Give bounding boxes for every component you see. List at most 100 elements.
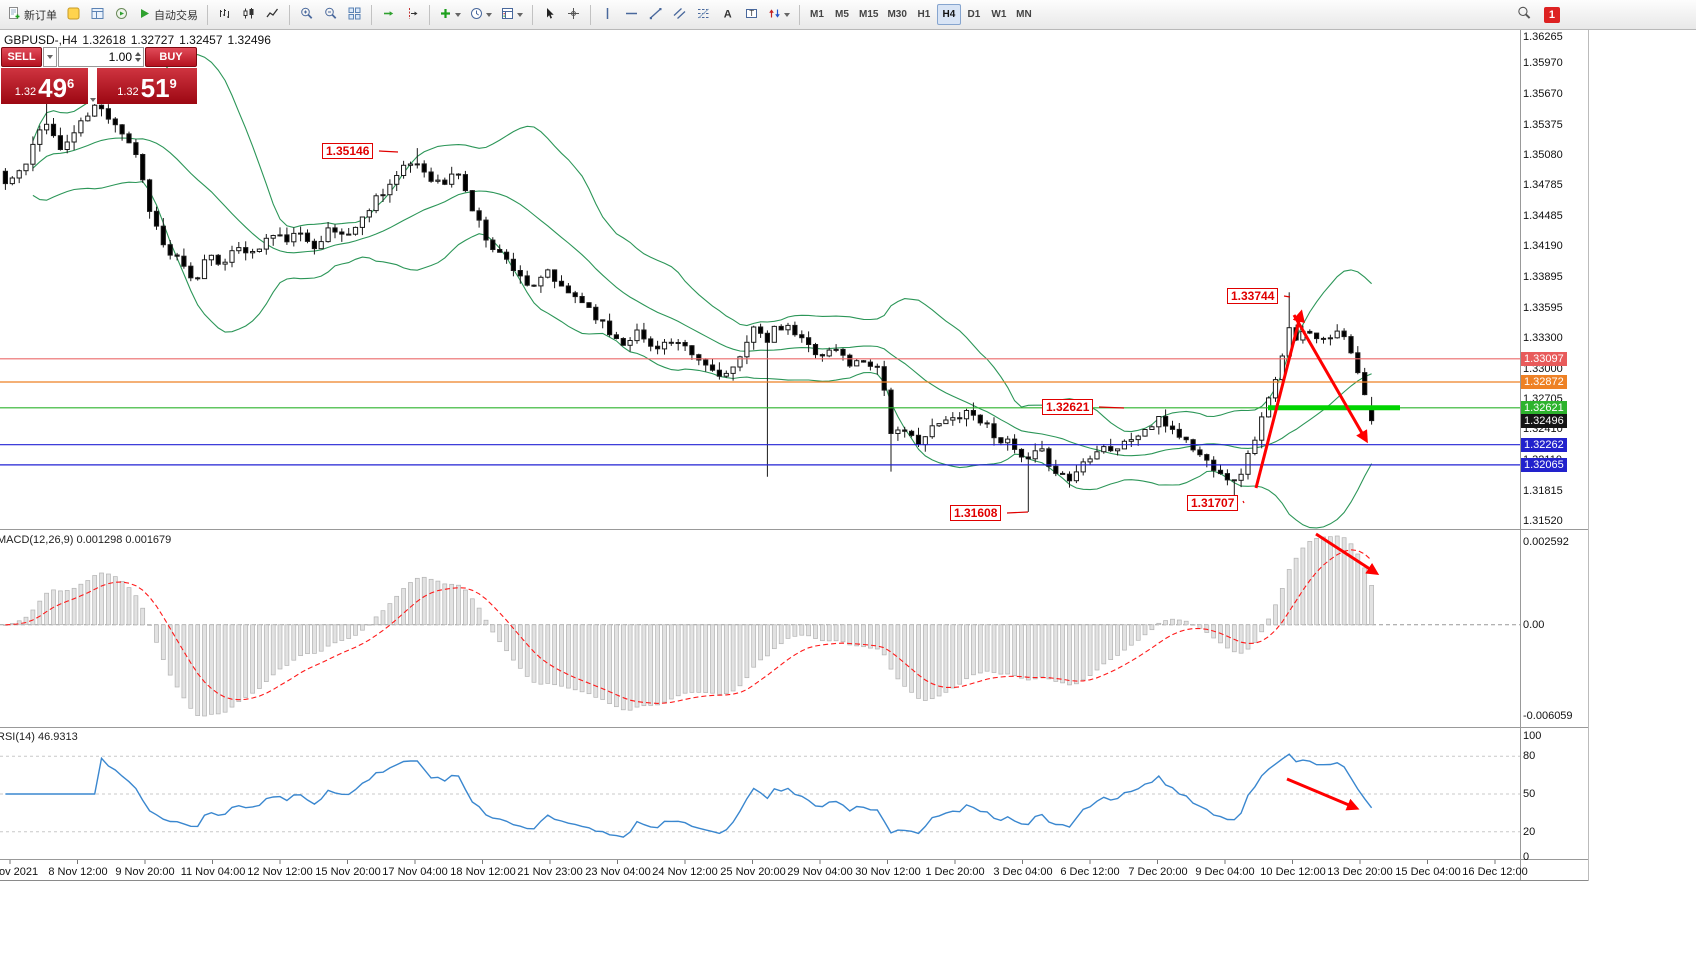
trendline-button[interactable] [644, 3, 667, 27]
buy-button[interactable]: BUY [145, 47, 197, 67]
zoom-out-button[interactable] [319, 3, 342, 27]
chart-shift-icon [406, 7, 419, 23]
chart-shift-button[interactable] [401, 3, 424, 27]
buy-price-button[interactable]: 1.32 51 9 [97, 68, 197, 104]
tile-windows-button[interactable] [343, 3, 366, 27]
data-window-button[interactable] [86, 3, 109, 27]
autotrading-button[interactable]: 自动交易 [134, 3, 202, 27]
order-options-dropdown[interactable] [43, 47, 57, 67]
bollinger-middle-band[interactable] [32, 137, 1372, 457]
bollinger-lower-band[interactable] [32, 181, 1373, 529]
timeframe-h4-button[interactable]: H4 [936, 4, 961, 25]
sell-price-big: 49 [38, 73, 68, 103]
rsi-line [5, 753, 1373, 838]
price-annotation[interactable]: 1.35146 [322, 143, 374, 159]
candlestick-chart-button[interactable] [237, 3, 260, 27]
fibonacci-button[interactable] [692, 3, 715, 27]
indicators-plus-icon [439, 7, 452, 23]
chart-title-ohlc: GBPUSD-,H4 1.32618 1.32727 1.32457 1.32496 [4, 33, 276, 47]
strategy-tester-button[interactable] [110, 3, 133, 27]
periods-button[interactable] [466, 3, 496, 27]
templates-button[interactable] [497, 3, 527, 27]
price-annotation[interactable]: 1.31707 [1187, 495, 1239, 511]
macd-indicator-label: MACD(12,26,9) 0.001298 0.001679 [0, 534, 172, 546]
text-label-button[interactable]: T [740, 3, 763, 27]
time-axis-label: 11 Nov 04:00 [180, 866, 246, 878]
rsi-indicator-label: RSI(14) 46.9313 [0, 731, 78, 743]
sell-button[interactable]: SELL [1, 47, 42, 67]
price-annotation[interactable]: 1.31608 [950, 505, 1002, 521]
line-chart-button[interactable] [261, 3, 284, 27]
price-axis-label: 1.35670 [1523, 88, 1563, 100]
autotrading-label: 自动交易 [154, 9, 198, 22]
auto-scroll-button[interactable] [377, 3, 400, 27]
sell-price-button[interactable]: 1.32 49 6 [1, 68, 88, 104]
timeframe-m30-button[interactable]: M30 [883, 4, 910, 25]
timeframe-d1-button[interactable]: D1 [962, 4, 986, 25]
toolbar-separator [532, 4, 533, 25]
timeframe-m1-button[interactable]: M1 [805, 4, 829, 25]
price-chart-canvas[interactable] [0, 30, 1590, 881]
time-axis-label: 21 Nov 23:00 [517, 866, 583, 878]
price-axis-label: 1.31520 [1523, 515, 1563, 527]
cursor-button[interactable] [538, 3, 561, 27]
lot-size-field[interactable]: 1.00 [58, 47, 144, 67]
crosshair-button[interactable] [562, 3, 585, 27]
metaeditor-button[interactable] [62, 3, 85, 27]
lot-size-value[interactable]: 1.00 [108, 50, 132, 64]
bollinger-upper-band[interactable] [32, 54, 1372, 433]
price-axis-label: 1.32705 [1523, 393, 1563, 405]
bar-chart-button[interactable] [213, 3, 236, 27]
new-order-button[interactable]: 新订单 [4, 3, 61, 27]
metaeditor-icon [67, 7, 80, 23]
periods-caret-icon [486, 12, 492, 17]
equidistant-channel-button[interactable] [668, 3, 691, 27]
zoom-in-button[interactable] [295, 3, 318, 27]
trend-arrow[interactable] [1286, 777, 1360, 811]
autotrading-play-icon [138, 7, 151, 23]
trend-arrow[interactable] [1292, 314, 1368, 444]
price-annotation[interactable]: 1.32621 [1042, 399, 1094, 415]
one-click-trading-panel: SELL 1.00 BUY 1.32 49 6 1.32 51 9 [1, 47, 197, 104]
timeframe-w1-button[interactable]: W1 [987, 4, 1011, 25]
horizontal-line-button[interactable] [620, 3, 643, 27]
macd-axis-label: 0.002592 [1523, 536, 1569, 548]
search-button[interactable] [1513, 3, 1536, 27]
time-axis-label: 18 Nov 12:00 [450, 866, 516, 878]
trend-arrow[interactable] [1254, 309, 1305, 489]
strategy-tester-icon [115, 7, 128, 23]
rsi-panel[interactable] [0, 728, 1520, 859]
alerts-badge[interactable]: 1 [1543, 6, 1560, 23]
vertical-line-button[interactable] [596, 3, 619, 27]
periods-clock-icon [470, 7, 483, 23]
price-axis-label: 1.35970 [1523, 57, 1563, 69]
price-tag: 1.32621 [1521, 401, 1567, 415]
timeframe-h1-button[interactable]: H1 [912, 4, 936, 25]
search-icon [1517, 6, 1531, 23]
timeframe-mn-button[interactable]: MN [1012, 4, 1036, 25]
macd-panel[interactable] [0, 530, 1520, 727]
arrows-icon [768, 7, 781, 23]
main-chart-plot[interactable] [0, 30, 1520, 529]
toolbar-separator [289, 4, 290, 25]
timeframe-m5-button[interactable]: M5 [830, 4, 854, 25]
zoom-out-icon [324, 7, 337, 23]
time-axis-label: 12 Nov 12:00 [247, 866, 313, 878]
text-button[interactable]: A [716, 3, 739, 27]
timeframe-m15-button[interactable]: M15 [855, 4, 882, 25]
price-annotation[interactable]: 1.33744 [1227, 288, 1279, 304]
price-axis-label: 1.33000 [1523, 363, 1563, 375]
text-label-icon: T [745, 7, 758, 23]
tile-windows-icon [348, 7, 361, 23]
templates-caret-icon [517, 12, 523, 17]
time-axis-label: 5 Nov 2021 [0, 866, 39, 878]
indicators-button[interactable] [435, 3, 465, 27]
macd-axis-label: -0.006059 [1523, 710, 1573, 722]
trend-arrow[interactable] [1315, 532, 1380, 576]
time-axis-label: 23 Nov 04:00 [585, 866, 651, 878]
price-tag: 1.33097 [1521, 352, 1567, 366]
lot-size-stepper[interactable] [135, 52, 141, 62]
chevron-down-icon [47, 55, 53, 59]
arrows-button[interactable] [764, 3, 794, 27]
rsi-axis-label: 100 [1523, 730, 1542, 742]
